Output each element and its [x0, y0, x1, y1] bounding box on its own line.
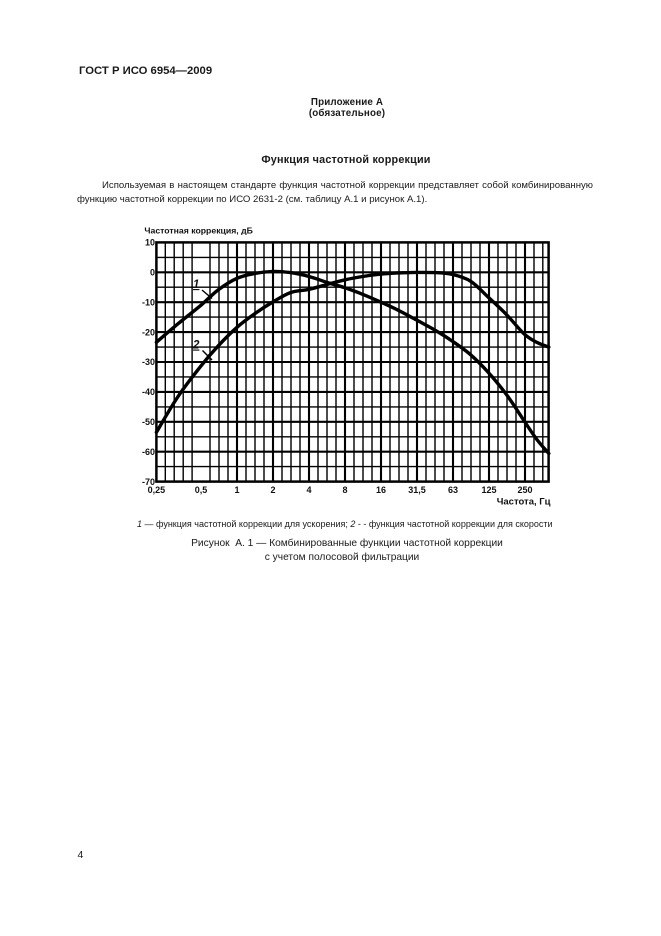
svg-text:0,25: 0,25 [148, 485, 166, 495]
svg-text:250: 250 [517, 485, 532, 495]
svg-text:Частота, Гц: Частота, Гц [497, 497, 551, 508]
svg-text:-30: -30 [142, 357, 155, 367]
svg-text:-50: -50 [142, 417, 155, 427]
svg-text:63: 63 [448, 485, 458, 495]
svg-text:2: 2 [192, 340, 200, 352]
svg-text:-20: -20 [142, 327, 155, 337]
svg-text:31,5: 31,5 [408, 485, 426, 495]
svg-text:8: 8 [342, 485, 347, 495]
svg-text:-40: -40 [142, 387, 155, 397]
svg-text:125: 125 [481, 485, 496, 495]
svg-text:10: 10 [145, 238, 155, 248]
svg-text:1: 1 [193, 279, 199, 291]
svg-text:-70: -70 [142, 477, 155, 487]
svg-text:1: 1 [234, 485, 239, 495]
svg-text:4: 4 [306, 485, 311, 495]
svg-text:0: 0 [150, 268, 155, 278]
svg-text:2: 2 [270, 485, 275, 495]
svg-text:-60: -60 [142, 447, 155, 457]
svg-text:16: 16 [376, 485, 386, 495]
svg-text:Частотная коррекция, дБ: Частотная коррекция, дБ [144, 226, 252, 236]
svg-text:0,5: 0,5 [195, 485, 208, 495]
svg-text:-10: -10 [142, 297, 155, 307]
